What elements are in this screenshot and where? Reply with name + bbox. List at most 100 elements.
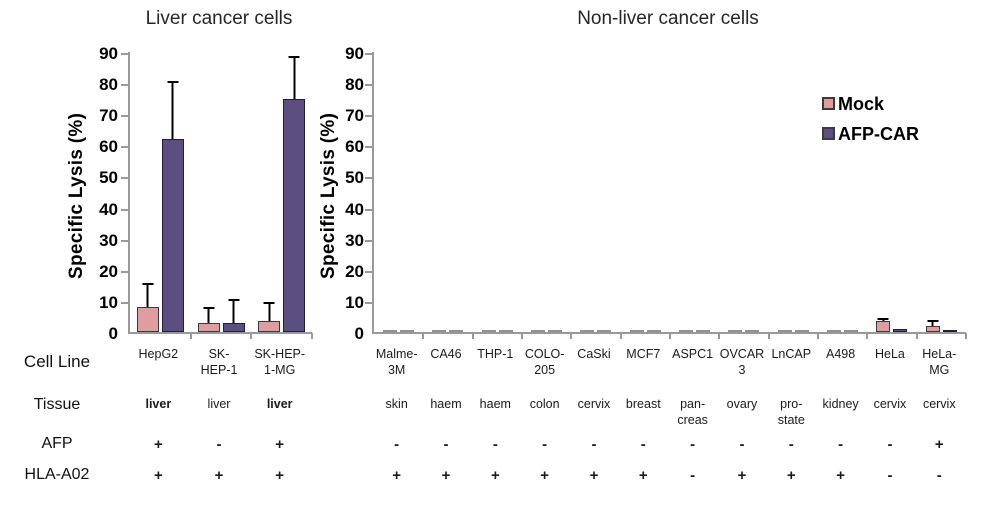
afp-value: - — [838, 436, 844, 453]
hla-value: + — [589, 467, 599, 484]
row-label-hla-a02: HLA-A02 — [24, 466, 90, 483]
bar-group — [719, 52, 770, 339]
bar-mock — [925, 320, 940, 332]
row-label-afp: AFP — [41, 435, 73, 452]
cells-value: COLO- 205 — [524, 347, 565, 378]
hla-value: + — [441, 467, 451, 484]
y-tick-mark — [365, 208, 372, 211]
y-tick-mark — [121, 239, 128, 242]
bar-afp-car — [794, 330, 809, 332]
hla-value: + — [275, 467, 285, 484]
afp-values: - - - - - - - - - - - + — [372, 435, 964, 461]
y-tick-label: 50 — [99, 168, 118, 188]
bar-mock — [432, 330, 447, 332]
hla-value: + — [836, 467, 845, 484]
bar-afp-car — [646, 330, 661, 332]
cells-value: HeLa — [875, 347, 905, 361]
row-label-cell-line: Cell Line — [23, 352, 91, 371]
bar-group — [818, 52, 869, 339]
cells-value: ASPC1 — [672, 347, 714, 361]
bar-group — [621, 52, 672, 339]
cells-value: SK-HEP- 1-MG — [254, 347, 306, 378]
afp-value: + — [153, 436, 163, 453]
afp-value: - — [492, 436, 498, 453]
bar-fill — [893, 328, 908, 332]
cells-value: THP-1 — [477, 347, 514, 361]
bar-afp-car — [449, 330, 464, 332]
bar-mock — [827, 330, 842, 332]
y-tick-label: 40 — [345, 199, 364, 219]
bar-group — [867, 52, 918, 339]
afp-value: - — [443, 436, 449, 453]
cell-line-row: Malme- 3M CA46 THP-1 COLO- 205 CaSki MCF7 ASPC… — [316, 340, 1006, 390]
bar-group — [769, 52, 820, 339]
bar-afp-car — [696, 330, 711, 332]
legend-item-mock: Mock — [822, 94, 919, 115]
y-tick-mark — [121, 177, 128, 180]
afp-value: - — [542, 436, 548, 453]
error-bar — [228, 298, 239, 323]
bar-mock — [136, 283, 159, 332]
error-bar — [142, 283, 154, 307]
chart-area-liver: Specific Lysis (%) 0 10 20 30 40 50 60 70 80 90 — [0, 40, 316, 343]
cells-value: HepG2 — [138, 347, 179, 361]
y-tick-label: 40 — [99, 199, 118, 219]
y-tick-mark — [121, 115, 128, 118]
hla-a02-row: HLA-A02 + + + — [0, 466, 316, 492]
y-tick-label: 0 — [108, 324, 118, 343]
bar-group — [571, 52, 622, 339]
tissue-value: liver — [207, 397, 231, 411]
hla-value: + — [540, 467, 550, 484]
legend-label-afp-car: AFP-CAR — [838, 124, 919, 144]
afp-row: AFP + - + — [0, 435, 316, 461]
y-tick-mark — [365, 301, 372, 304]
chart-area-non-liver: Specific Lysis (%) 0 10 20 30 40 50 60 70 80 90 — [316, 40, 1006, 343]
tissue-value: kidney — [822, 397, 859, 411]
bar-group — [423, 52, 474, 339]
y-tick-label: 70 — [99, 106, 118, 126]
bar-group — [670, 52, 721, 339]
hla-value: + — [214, 467, 224, 484]
bar-mock — [531, 330, 546, 332]
y-tick-mark — [365, 115, 372, 118]
y-tick-label: 0 — [354, 324, 364, 343]
bar-fill — [925, 325, 940, 332]
bar-group — [374, 52, 425, 339]
y-tick-mark — [365, 53, 372, 55]
hla-value: + — [737, 467, 747, 484]
cells-value: A498 — [826, 347, 856, 361]
hla-value: + — [638, 467, 648, 484]
error-bar — [877, 317, 889, 322]
y-tick-label: 60 — [345, 137, 364, 157]
afp-car-swatch-icon — [822, 127, 835, 140]
tissue-value: ovary — [726, 397, 758, 411]
hla-value: + — [392, 467, 402, 484]
error-bar — [203, 306, 214, 323]
cells-value: OVCAR 3 — [719, 347, 765, 378]
bar-group — [473, 52, 524, 339]
hla-a02-values: + + + — [128, 466, 310, 492]
afp-value: + — [275, 436, 285, 453]
tissue-values: liver liver liver — [128, 396, 310, 426]
afp-value: - — [739, 436, 745, 453]
y-tick-label: 10 — [345, 292, 364, 312]
cells-value: Malme- 3M — [375, 347, 418, 378]
hla-value: + — [490, 467, 500, 484]
bar-afp-car — [283, 56, 306, 332]
tissue-value: haem — [479, 397, 511, 411]
bar-mock — [197, 306, 220, 332]
hla-value: + — [153, 467, 163, 484]
tissue-value: colon — [529, 397, 560, 411]
y-tick-mark — [365, 146, 372, 149]
bar-mock — [580, 330, 595, 332]
tissue-row: Tissue liver liver liver — [0, 396, 316, 426]
afp-value: - — [394, 436, 400, 453]
cell-line-values: HepG2 SK- HEP-1 SK-HEP- 1-MG — [128, 346, 310, 390]
bar-afp-car — [745, 330, 760, 332]
y-tick-mark — [121, 84, 128, 87]
bar-group — [130, 52, 192, 339]
tissue-value: pro- state — [777, 397, 805, 428]
error-bar — [927, 320, 939, 326]
bar-afp-car — [498, 330, 513, 332]
